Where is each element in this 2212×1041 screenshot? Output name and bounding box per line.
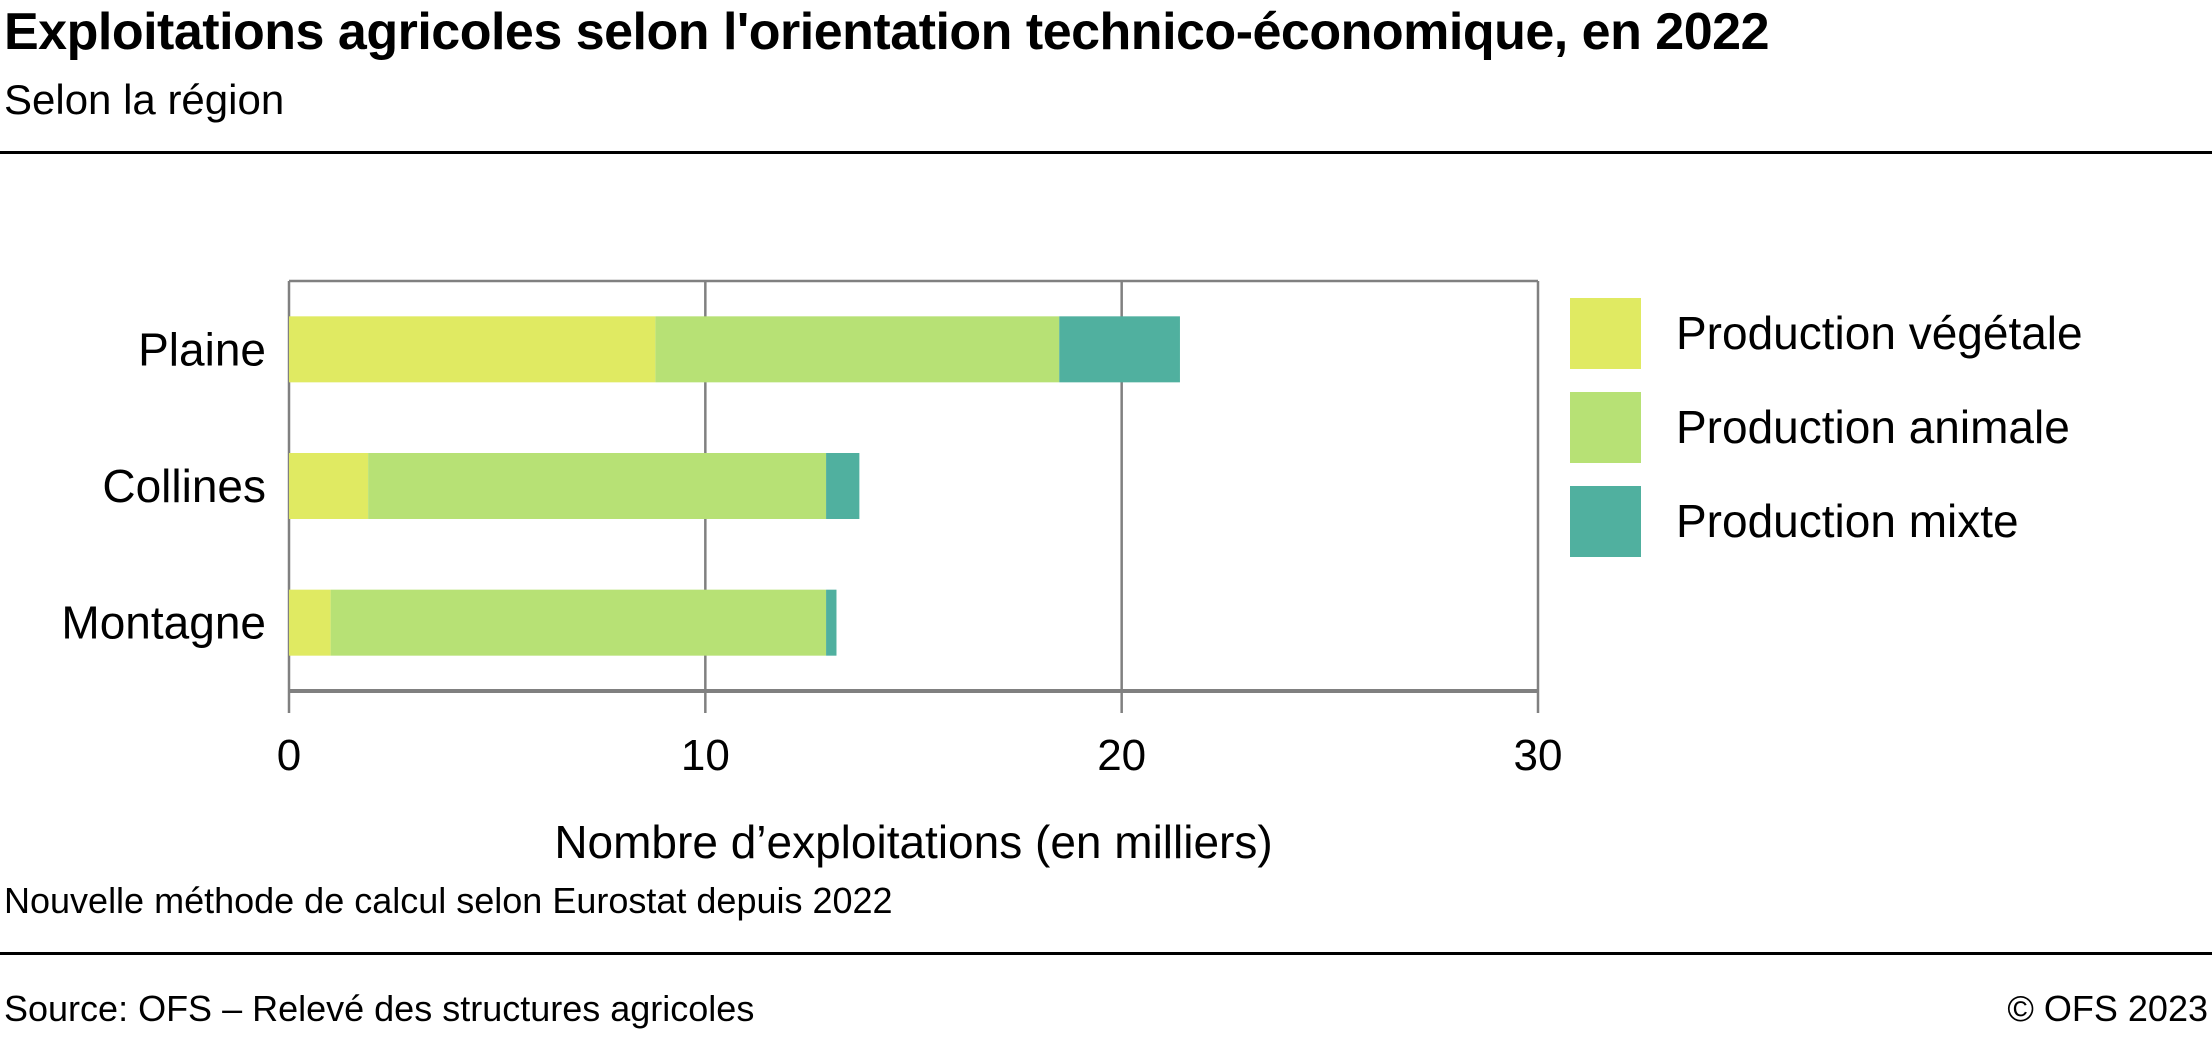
x-tick-label: 20: [1097, 731, 1146, 780]
legend-swatch: [1570, 392, 1641, 463]
bar-plaine-production-animale: [655, 316, 1060, 383]
chart-title: Exploitations agricoles selon l'orientat…: [4, 3, 1769, 61]
bar-collines-production-mixte: [826, 453, 860, 519]
x-tick-label: 10: [681, 731, 730, 780]
bar-plaine-production-v-g-tale: [289, 316, 656, 383]
legend-label: Production végétale: [1676, 307, 2083, 359]
copyright-text: © OFS 2023: [2007, 988, 2208, 1029]
bottom-divider: [0, 952, 2212, 955]
y-category-label: Plaine: [138, 323, 266, 375]
x-tick-label: 0: [277, 731, 301, 780]
source-text: Source: OFS – Relevé des structures agri…: [4, 988, 755, 1029]
bar-montagne-production-animale: [330, 589, 827, 656]
legend-label: Production animale: [1676, 401, 2070, 453]
x-axis-title: Nombre d’exploitations (en milliers): [554, 816, 1272, 868]
bar-collines-production-animale: [368, 453, 827, 519]
y-category-label: Montagne: [61, 597, 266, 649]
bar-montagne-production-v-g-tale: [289, 589, 331, 656]
legend-swatch: [1570, 298, 1641, 369]
bar-collines-production-v-g-tale: [289, 453, 369, 519]
chart-note: Nouvelle méthode de calcul selon Eurosta…: [4, 880, 893, 921]
bar-plaine-production-mixte: [1059, 316, 1180, 383]
bar-montagne-production-mixte: [826, 589, 837, 656]
y-category-label: Collines: [102, 460, 266, 512]
top-divider: [0, 151, 2212, 154]
chart-subtitle: Selon la région: [4, 76, 285, 123]
legend-swatch: [1570, 486, 1641, 557]
legend-label: Production mixte: [1676, 495, 2019, 547]
x-tick-label: 30: [1514, 731, 1563, 780]
